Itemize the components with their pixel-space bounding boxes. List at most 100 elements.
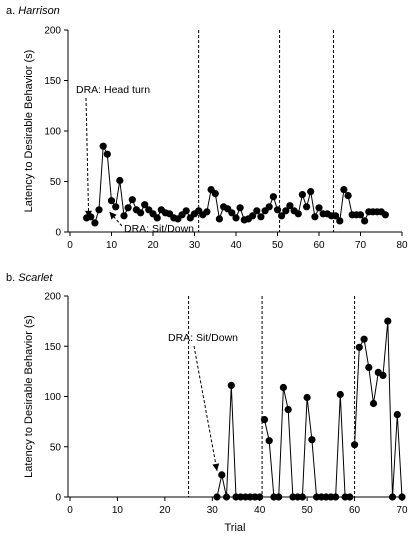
chart-panel-2: b. Scarlet 0 50 100 150 200 0 10 20 30 40 50 60 70 Lat… xyxy=(6,272,408,534)
y-tick-label: 0 xyxy=(55,493,61,504)
data-point xyxy=(286,202,294,210)
data-point xyxy=(215,215,223,223)
x-tick-label: 10 xyxy=(112,505,124,516)
y-axis-title: Latency to Desirable Behavior (s) xyxy=(23,315,35,478)
data-point xyxy=(388,493,397,501)
data-point xyxy=(269,193,277,201)
annotation-label: DRA: Sit/Down xyxy=(124,223,194,235)
annotation-label: DRA: Sit/Down xyxy=(168,332,238,344)
x-tick-label: 0 xyxy=(67,505,73,516)
data-point xyxy=(360,335,368,343)
data-point xyxy=(284,406,292,414)
y-axis-title: Latency to Desirable Behavior (s) xyxy=(23,50,35,213)
data-point xyxy=(213,493,221,501)
y-tick-label: 150 xyxy=(44,342,61,353)
data-point xyxy=(124,204,132,212)
x-tick-label: 0 xyxy=(67,240,73,251)
data-series-line xyxy=(216,385,260,498)
data-point xyxy=(116,176,124,185)
data-point xyxy=(307,188,315,196)
data-point xyxy=(384,317,392,325)
data-point xyxy=(332,212,340,220)
data-point xyxy=(260,416,269,424)
data-point xyxy=(298,493,306,501)
data-point xyxy=(298,191,306,199)
data-point xyxy=(103,150,111,158)
y-tick-label: 0 xyxy=(55,228,61,239)
x-tick-label: 50 xyxy=(272,240,284,251)
data-point xyxy=(128,196,136,204)
chart-panel-1: a. Harrison 0 50 100 150 200 0 10 20 30 40 50 60 70 80… xyxy=(6,5,408,251)
annotation-arrowhead xyxy=(109,211,117,220)
data-point xyxy=(356,211,365,219)
x-tick-label: 80 xyxy=(396,240,408,251)
data-point xyxy=(351,441,359,449)
panel-label: a. Harrison xyxy=(6,5,60,17)
data-point xyxy=(265,437,273,445)
x-tick-label: 30 xyxy=(189,240,201,251)
data-point xyxy=(203,208,211,216)
x-tick-label: 50 xyxy=(302,505,314,516)
data-point xyxy=(273,206,282,214)
data-point xyxy=(340,186,348,194)
x-tick-label: 10 xyxy=(106,240,118,251)
data-point xyxy=(393,411,401,419)
annotation-arrowhead xyxy=(85,210,92,218)
data-point xyxy=(218,471,226,479)
panel-label: b. Scarlet xyxy=(6,272,53,284)
y-tick-label: 100 xyxy=(44,392,61,403)
data-point xyxy=(311,213,319,221)
x-tick-label: 70 xyxy=(355,240,367,251)
data-point xyxy=(398,493,406,501)
data-point xyxy=(99,142,107,150)
x-tick-label: 40 xyxy=(254,505,266,516)
data-point xyxy=(249,212,257,220)
data-point xyxy=(315,204,323,212)
x-tick-label: 30 xyxy=(207,505,219,516)
y-tick-label: 100 xyxy=(44,127,61,138)
data-point xyxy=(379,371,387,379)
x-tick-label: 20 xyxy=(159,505,171,516)
data-point xyxy=(228,209,236,217)
data-point xyxy=(303,203,311,211)
data-point xyxy=(141,201,149,209)
data-point xyxy=(112,203,120,211)
data-point xyxy=(256,493,264,501)
data-point xyxy=(95,206,103,214)
data-point xyxy=(344,192,352,200)
x-axis-title: Trial xyxy=(225,522,246,534)
x-tick-label: 40 xyxy=(230,240,242,251)
data-point xyxy=(257,213,265,221)
data-point xyxy=(236,204,244,212)
data-point xyxy=(232,214,240,222)
data-point xyxy=(279,383,287,392)
data-point xyxy=(346,493,354,501)
data-point xyxy=(182,207,190,215)
x-tick-label: 20 xyxy=(147,240,159,251)
data-point xyxy=(282,207,290,215)
data-point xyxy=(336,217,344,225)
data-point xyxy=(303,393,311,402)
data-point xyxy=(107,197,116,205)
y-tick-label: 50 xyxy=(50,177,62,188)
data-point xyxy=(91,219,99,227)
data-point xyxy=(332,493,340,501)
data-point xyxy=(137,209,145,217)
data-point xyxy=(294,210,302,218)
data-point xyxy=(308,436,316,444)
data-point xyxy=(381,211,389,219)
annotation-arrowhead xyxy=(212,463,220,471)
data-point xyxy=(355,343,363,351)
data-point xyxy=(336,390,344,399)
data-point xyxy=(211,190,219,198)
data-point xyxy=(369,399,378,408)
data-point xyxy=(153,214,161,222)
annotation-arrow xyxy=(193,345,218,471)
annotation-label: DRA: Head turn xyxy=(76,84,150,96)
data-point xyxy=(278,212,286,220)
y-tick-label: 200 xyxy=(44,292,61,303)
data-point xyxy=(365,363,373,371)
data-point xyxy=(120,212,128,220)
data-point xyxy=(265,203,273,211)
